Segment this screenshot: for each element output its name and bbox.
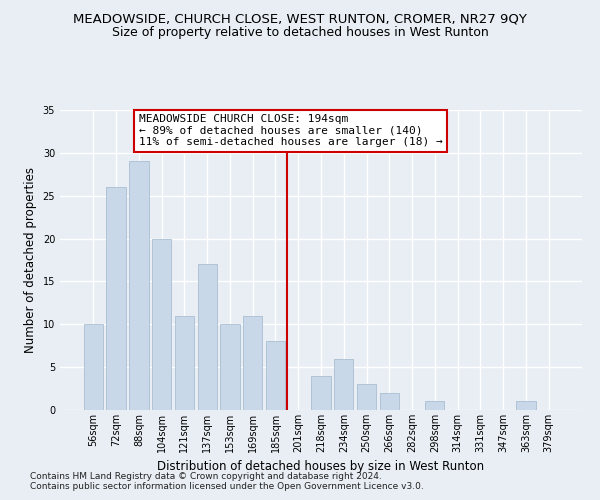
Bar: [380, 393, 399, 410]
Bar: [220, 324, 239, 410]
Bar: [129, 162, 149, 410]
Bar: [357, 384, 376, 410]
Text: Size of property relative to detached houses in West Runton: Size of property relative to detached ho…: [112, 26, 488, 39]
Bar: [197, 264, 217, 410]
Bar: [311, 376, 331, 410]
Bar: [175, 316, 194, 410]
Bar: [516, 402, 536, 410]
Bar: [243, 316, 262, 410]
Bar: [266, 342, 285, 410]
X-axis label: Distribution of detached houses by size in West Runton: Distribution of detached houses by size …: [157, 460, 485, 473]
Bar: [106, 187, 126, 410]
Bar: [334, 358, 353, 410]
Text: Contains HM Land Registry data © Crown copyright and database right 2024.: Contains HM Land Registry data © Crown c…: [30, 472, 382, 481]
Bar: [425, 402, 445, 410]
Text: MEADOWSIDE, CHURCH CLOSE, WEST RUNTON, CROMER, NR27 9QY: MEADOWSIDE, CHURCH CLOSE, WEST RUNTON, C…: [73, 12, 527, 26]
Text: MEADOWSIDE CHURCH CLOSE: 194sqm
← 89% of detached houses are smaller (140)
11% o: MEADOWSIDE CHURCH CLOSE: 194sqm ← 89% of…: [139, 114, 443, 148]
Text: Contains public sector information licensed under the Open Government Licence v3: Contains public sector information licen…: [30, 482, 424, 491]
Y-axis label: Number of detached properties: Number of detached properties: [24, 167, 37, 353]
Bar: [84, 324, 103, 410]
Bar: [152, 238, 172, 410]
